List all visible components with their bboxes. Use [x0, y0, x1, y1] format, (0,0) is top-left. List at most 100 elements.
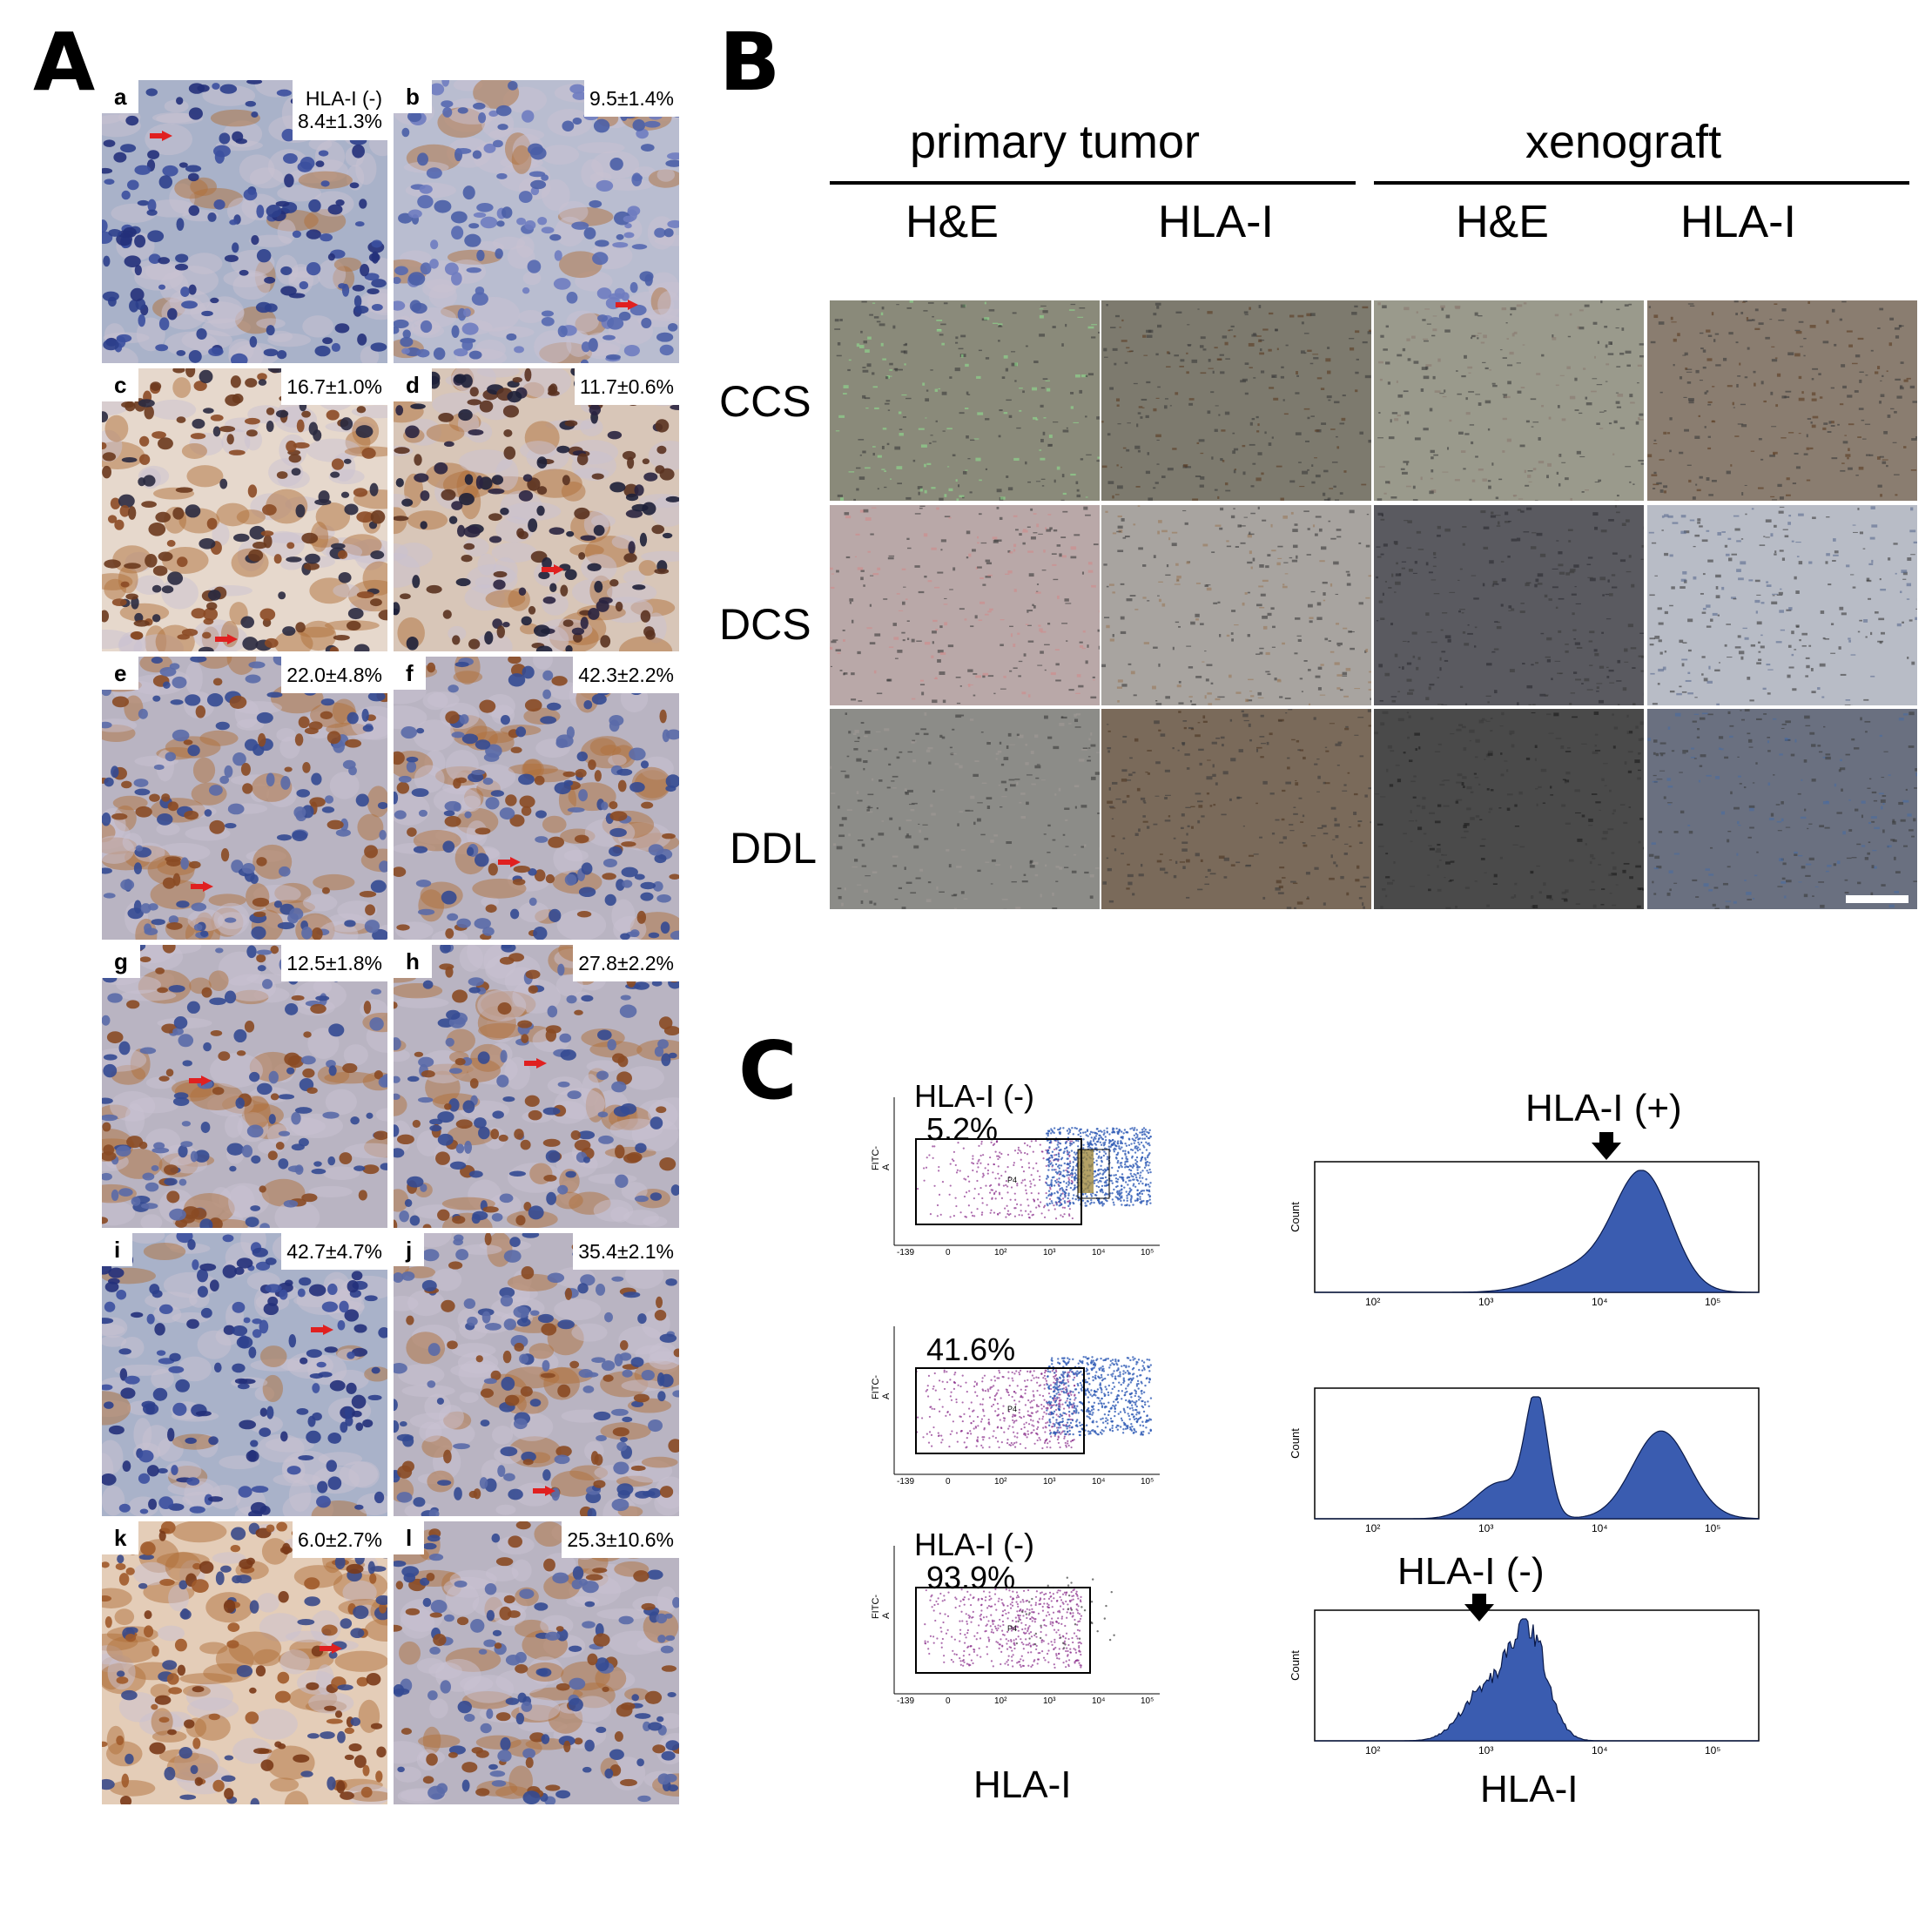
hist-x-tick: 10⁵ — [1705, 1522, 1721, 1534]
tile-percentage: 12.5±1.8% — [281, 945, 387, 982]
red-arrow-icon — [542, 564, 564, 575]
scatter-x-tick: 0 — [946, 1248, 951, 1258]
micrograph-ccs-4 — [1647, 300, 1917, 501]
histogram-canvas — [1314, 1609, 1760, 1742]
micrograph-ccs-3 — [1374, 300, 1644, 501]
micrograph-dcs-2 — [1101, 505, 1371, 705]
scatter-x-tick: 10⁵ — [1141, 1696, 1154, 1706]
tile-letter: b — [394, 80, 432, 113]
tile-percentage: 42.7±4.7% — [281, 1233, 387, 1271]
tile-letter: l — [394, 1521, 425, 1554]
hist-bottom-label: HLA-I (-) — [1397, 1550, 1545, 1593]
tile-percentage: 22.0±4.8% — [281, 657, 387, 694]
micrograph-texture — [1374, 300, 1644, 501]
micrograph-texture — [1647, 300, 1917, 501]
hist-x-tick: 10² — [1365, 1296, 1381, 1308]
hist-y-axis-label: Count — [1288, 1428, 1302, 1459]
row-label-ddl: DDL — [730, 824, 818, 873]
scatter-x-tick: -139 — [897, 1248, 915, 1258]
tissue-texture — [394, 368, 679, 651]
tissue-tile-c: c 16.7±1.0% — [102, 368, 387, 651]
micrograph-ccs-1 — [830, 300, 1100, 501]
tissue-texture — [394, 80, 679, 363]
gate-label: P4 — [1007, 1405, 1018, 1413]
scatter-x-tick: 0 — [946, 1696, 951, 1706]
red-arrow-icon — [189, 1076, 212, 1086]
tissue-tile-g: g 12.5±1.8% — [102, 945, 387, 1228]
red-arrow-icon — [320, 1643, 342, 1654]
scatter-x-tick: 10² — [994, 1477, 1007, 1487]
hist-x-label: HLA-I — [1480, 1768, 1579, 1810]
tissue-tile-a: a HLA-I (-) 8.4±1.3% — [102, 80, 387, 363]
tile-letter: c — [102, 368, 139, 401]
scale-bar — [1846, 895, 1908, 903]
tile-percentage: 11.7±0.6% — [574, 368, 679, 406]
group-xeno-rule — [1374, 181, 1909, 185]
tissue-tile-b: b 9.5±1.4% — [394, 80, 679, 363]
hist-x-tick: 10⁴ — [1592, 1296, 1608, 1308]
tissue-texture — [102, 368, 387, 651]
tissue-texture — [394, 945, 679, 1228]
group-primary-rule — [830, 181, 1356, 185]
tile-letter: d — [394, 368, 432, 401]
panel-label-a: A — [33, 16, 96, 109]
panel-label-b: B — [719, 16, 781, 109]
scatter-canvas — [893, 1546, 1160, 1695]
group-primary-tumor: primary tumor — [910, 116, 1201, 168]
scatter-y-axis-label: FITC-A — [871, 1145, 892, 1171]
tile-letter: k — [102, 1521, 139, 1554]
tissue-tile-j: j 35.4±2.1% — [394, 1233, 679, 1516]
tissue-texture — [394, 1521, 679, 1804]
micrograph-texture — [1101, 300, 1371, 501]
micrograph-texture — [1647, 709, 1917, 909]
micrograph-ccs-2 — [1101, 300, 1371, 501]
tissue-tile-h: h 27.8±2.2% — [394, 945, 679, 1228]
tile-letter: g — [102, 945, 140, 978]
tile-letter: e — [102, 657, 139, 690]
scatter-canvas — [893, 1326, 1160, 1475]
tile-percentage: HLA-I (-) 8.4±1.3% — [292, 80, 387, 140]
tile-percentage: 25.3±10.6% — [562, 1521, 679, 1559]
histogram-canvas — [1314, 1161, 1760, 1293]
hist-x-tick: 10² — [1365, 1744, 1381, 1757]
col-header-primary-hla: HLA-I — [1158, 197, 1274, 247]
micrograph-texture — [1101, 709, 1371, 909]
tissue-tile-l: l 25.3±10.6% — [394, 1521, 679, 1804]
scatter-x-tick: 10⁵ — [1141, 1248, 1154, 1258]
micrograph-ddl-1 — [830, 709, 1100, 909]
tile-letter: f — [394, 657, 426, 690]
tissue-tile-d: d 11.7±0.6% — [394, 368, 679, 651]
red-arrow-icon — [616, 300, 638, 310]
gate-label: P4 — [1007, 1176, 1018, 1184]
tile-percentage: 16.7±1.0% — [281, 368, 387, 406]
micrograph-texture — [830, 505, 1100, 705]
hist-bottom-arrow-icon — [1464, 1594, 1494, 1626]
micrograph-ddl-2 — [1101, 709, 1371, 909]
scatter-y-axis-label: FITC-A — [871, 1374, 892, 1400]
scatter-x-label: HLA-I — [973, 1763, 1072, 1806]
micrograph-dcs-1 — [830, 505, 1100, 705]
micrograph-texture — [1647, 505, 1917, 705]
scatter-x-tick: 10² — [994, 1696, 1007, 1706]
micrograph-dcs-3 — [1374, 505, 1644, 705]
red-arrow-icon — [191, 881, 213, 892]
hist-top-label: HLA-I (+) — [1525, 1087, 1682, 1129]
hist-x-tick: 10⁴ — [1592, 1522, 1608, 1534]
group-xenograft: xenograft — [1525, 116, 1722, 168]
red-arrow-icon — [498, 857, 521, 867]
red-arrow-icon — [524, 1058, 547, 1069]
micrograph-texture — [830, 300, 1100, 501]
hist-y-axis-label: Count — [1288, 1650, 1302, 1681]
col-header-xeno-he: H&E — [1456, 197, 1549, 247]
col-header-primary-he: H&E — [905, 197, 999, 247]
hist-x-tick: 10⁵ — [1705, 1296, 1721, 1308]
tissue-tile-k: k 6.0±2.7% — [102, 1521, 387, 1804]
micrograph-texture — [1374, 709, 1644, 909]
scatter-x-tick: 10³ — [1043, 1696, 1056, 1706]
scatter-x-tick: 10⁴ — [1092, 1696, 1106, 1706]
tile-percentage: 9.5±1.4% — [583, 80, 679, 118]
hist-x-tick: 10³ — [1478, 1296, 1494, 1308]
hist-x-tick: 10² — [1365, 1522, 1381, 1534]
scatter-top-label: HLA-I (-) — [914, 1078, 1034, 1114]
tissue-texture — [394, 657, 679, 940]
